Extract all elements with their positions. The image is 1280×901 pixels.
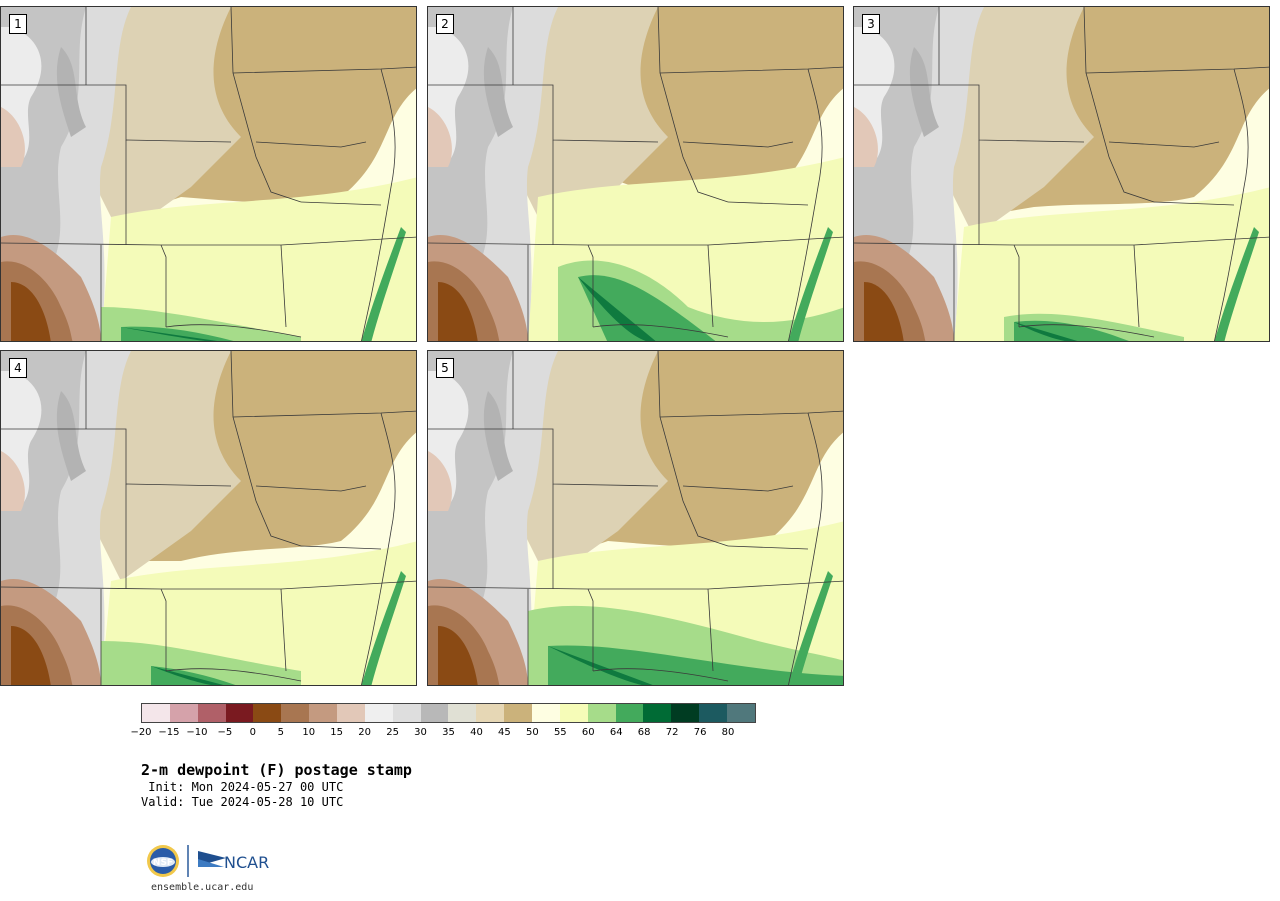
colorbar-tick: 72	[665, 727, 679, 738]
colorbar-swatch	[392, 704, 421, 722]
member-panel-1: 1	[0, 6, 417, 342]
colorbar-swatch	[671, 704, 700, 722]
nsf-ncar-logo: NSF NCAR	[147, 845, 269, 877]
colorbar-tick: −15	[158, 727, 180, 738]
website-url: ensemble.ucar.edu	[151, 882, 254, 893]
colorbar-swatch	[420, 704, 449, 722]
colorbar-tick: 60	[581, 727, 595, 738]
colorbar-tick: 5	[277, 727, 284, 738]
member-label: 4	[9, 358, 27, 378]
colorbar-swatch	[504, 704, 533, 722]
colorbar-swatch	[142, 704, 170, 722]
member-label: 1	[9, 14, 27, 34]
colorbar-swatch	[643, 704, 672, 722]
member-panel-2: 2	[427, 6, 844, 342]
member-label: 3	[862, 14, 880, 34]
colorbar-swatch	[253, 704, 282, 722]
svg-text:NCAR: NCAR	[224, 853, 269, 872]
colorbar-tick: 25	[386, 727, 399, 738]
member-label: 2	[436, 14, 454, 34]
colorbar-swatch	[337, 704, 365, 722]
dewpoint-map	[428, 351, 843, 685]
colorbar-tick: 35	[442, 727, 455, 738]
member-label: 5	[436, 358, 454, 378]
valid-time: Valid: Tue 2024-05-28 10 UTC	[141, 795, 344, 809]
colorbar-swatch	[169, 704, 198, 722]
dewpoint-map	[854, 7, 1269, 341]
colorbar-swatch	[197, 704, 226, 722]
member-panel-3: 3	[853, 6, 1270, 342]
colorbar-tick: 0	[249, 727, 256, 738]
dewpoint-map	[1, 351, 416, 685]
colorbar-tick: 30	[414, 727, 427, 738]
colorbar-swatch	[448, 704, 477, 722]
colorbar-tick: 45	[498, 727, 511, 738]
member-panel-4: 4	[0, 350, 417, 686]
colorbar-tick: 40	[470, 727, 483, 738]
colorbar-tick: 55	[553, 727, 567, 738]
colorbar-tick: 68	[637, 727, 651, 738]
colorbar-swatch	[309, 704, 338, 722]
colorbar-swatch	[727, 704, 755, 722]
colorbar-tick: 76	[693, 727, 707, 738]
colorbar-tick: 20	[358, 727, 371, 738]
colorbar-tick: 10	[302, 727, 316, 738]
colorbar-tick: 15	[330, 727, 344, 738]
colorbar-swatch	[532, 704, 560, 722]
colorbar-swatch	[281, 704, 310, 722]
colorbar-tick: 64	[609, 727, 623, 738]
colorbar-tick-labels: −20 −15 −10 −5 0 5 10 15 20 25 30 35 40 45 50 55 60 64 68 7…	[0, 727, 800, 741]
colorbar-tick: −20	[130, 727, 152, 738]
colorbar-swatch	[559, 704, 588, 722]
figure-title: 2-m dewpoint (F) postage stamp	[141, 761, 412, 779]
colorbar-swatch	[587, 704, 616, 722]
colorbar-swatch	[364, 704, 393, 722]
colorbar-tick: −10	[186, 727, 208, 738]
colorbar-tick: 50	[525, 727, 539, 738]
colorbar-tick: 80	[721, 727, 735, 738]
dewpoint-map	[428, 7, 843, 341]
member-panel-5: 5	[427, 350, 844, 686]
colorbar-swatch	[225, 704, 254, 722]
colorbar-swatch	[476, 704, 505, 722]
colorbar-swatch	[615, 704, 644, 722]
colorbar	[141, 703, 756, 723]
svg-text:NSF: NSF	[153, 858, 173, 868]
dewpoint-map	[1, 7, 416, 341]
init-time: Init: Mon 2024-05-27 00 UTC	[141, 780, 344, 794]
colorbar-tick: −5	[217, 727, 233, 738]
colorbar-swatch	[699, 704, 728, 722]
